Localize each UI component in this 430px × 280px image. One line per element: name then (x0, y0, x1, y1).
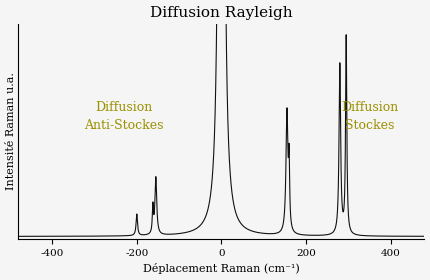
Y-axis label: Intensité Raman u.a.: Intensité Raman u.a. (6, 73, 15, 190)
X-axis label: Déplacement Raman (cm⁻¹): Déplacement Raman (cm⁻¹) (143, 263, 300, 274)
Text: Diffusion
Stockes: Diffusion Stockes (341, 101, 398, 132)
Title: Diffusion Rayleigh: Diffusion Rayleigh (150, 6, 293, 20)
Text: Diffusion
Anti-Stockes: Diffusion Anti-Stockes (84, 101, 164, 132)
